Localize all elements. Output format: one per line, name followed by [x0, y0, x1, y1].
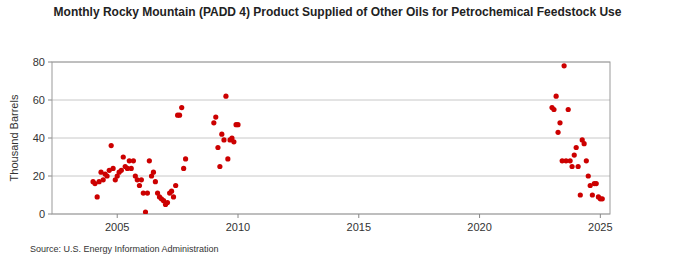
- point: [181, 166, 186, 171]
- point: [169, 189, 174, 194]
- point: [171, 194, 176, 199]
- point: [119, 168, 124, 173]
- point: [147, 158, 152, 163]
- point: [225, 156, 230, 161]
- y-tick: [48, 62, 52, 63]
- point: [215, 145, 220, 150]
- point: [121, 154, 126, 159]
- source: Source: U.S. Energy Information Administ…: [30, 244, 219, 254]
- y-axis-label: Thousand Barrels: [8, 94, 20, 181]
- x-tick: [479, 214, 480, 218]
- point: [578, 192, 583, 197]
- point: [129, 166, 134, 171]
- x-tick: [600, 214, 601, 218]
- point: [555, 130, 560, 135]
- point: [551, 107, 556, 112]
- y-tick-label: 60: [33, 94, 45, 106]
- point: [183, 156, 188, 161]
- point: [217, 164, 222, 169]
- x-tick-label: 2005: [105, 221, 129, 233]
- point: [576, 164, 581, 169]
- point: [213, 115, 218, 120]
- y-tick-label: 0: [39, 208, 45, 220]
- point: [139, 177, 144, 182]
- point: [219, 132, 224, 137]
- point: [221, 137, 226, 142]
- point: [211, 120, 216, 125]
- point: [235, 122, 240, 127]
- point: [554, 94, 559, 99]
- point: [101, 177, 106, 182]
- point: [223, 94, 228, 99]
- grid-line: [52, 100, 610, 101]
- point: [594, 181, 599, 186]
- point: [586, 173, 591, 178]
- point: [600, 196, 605, 201]
- y-tick: [48, 138, 52, 139]
- point: [104, 173, 109, 178]
- point: [177, 113, 182, 118]
- point: [131, 158, 136, 163]
- point: [590, 192, 595, 197]
- point: [584, 158, 589, 163]
- point: [562, 63, 567, 68]
- points: [90, 63, 604, 214]
- point: [566, 107, 571, 112]
- point: [572, 153, 577, 158]
- x-tick-label: 2015: [347, 221, 371, 233]
- point: [231, 139, 236, 144]
- point: [111, 166, 116, 171]
- x-tick: [238, 214, 239, 218]
- point: [574, 145, 579, 150]
- x-tick-label: 2010: [226, 221, 250, 233]
- point: [165, 200, 170, 205]
- point: [143, 210, 148, 215]
- point: [151, 170, 156, 175]
- x-tick: [117, 214, 118, 218]
- x-tick-label: 2020: [467, 221, 491, 233]
- point: [153, 179, 158, 184]
- point: [568, 158, 573, 163]
- point: [179, 105, 184, 110]
- grid-line: [52, 138, 610, 139]
- title-line: Monthly Rocky Mountain (PADD 4) Product …: [54, 5, 622, 19]
- point: [137, 183, 142, 188]
- point: [582, 141, 587, 146]
- x-tick-label: 2025: [588, 221, 612, 233]
- point: [569, 164, 574, 169]
- point: [95, 194, 100, 199]
- y-tick-label: 40: [33, 132, 45, 144]
- point: [145, 191, 150, 196]
- point: [557, 120, 562, 125]
- y-tick: [48, 100, 52, 101]
- plot-frame: [52, 62, 610, 214]
- point: [173, 183, 178, 188]
- x-tick: [358, 214, 359, 218]
- point: [109, 143, 114, 148]
- y-tick-label: 80: [33, 56, 45, 68]
- title: Monthly Rocky Mountain (PADD 4) Product …: [54, 5, 622, 19]
- chart: Monthly Rocky Mountain (PADD 4) Product …: [0, 0, 675, 275]
- y-tick-label: 20: [33, 170, 45, 182]
- y-tick: [48, 214, 52, 215]
- y-tick: [48, 176, 52, 177]
